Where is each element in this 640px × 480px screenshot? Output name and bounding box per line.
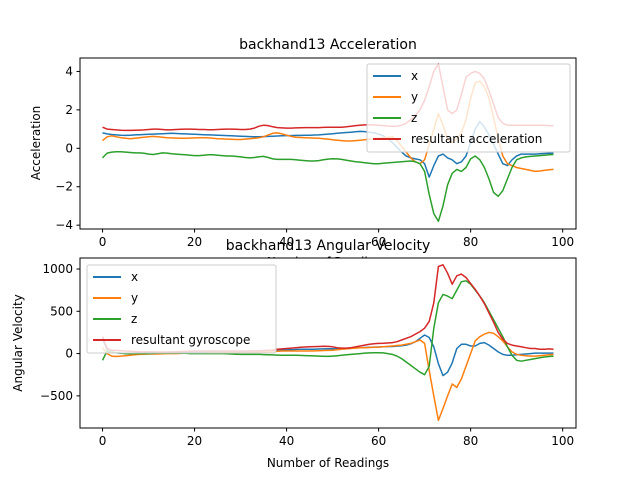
acceleration-legend-box — [366, 63, 571, 153]
angular-velocity-legend-box — [86, 264, 277, 354]
angular-velocity-title: backhand13 Angular Velocity — [226, 238, 431, 254]
acc-y-tick-label--2: −2 — [55, 180, 73, 194]
legend-label-y: y — [411, 90, 418, 104]
legend-entry-gyro-x: x — [93, 270, 138, 284]
acc-x-tick-label-80: 80 — [463, 235, 478, 249]
legend-label-resultant-gyroscope: resultant gyroscope — [131, 333, 250, 347]
gyro-x-tick-label-20: 20 — [187, 434, 202, 448]
gyro-x-tick-label-0: 0 — [99, 434, 107, 448]
acc-x-tick-label-0: 0 — [99, 235, 107, 249]
acc-x-tick-label-100: 100 — [551, 235, 574, 249]
legend-label-gyro-z: z — [131, 312, 137, 326]
acc-y-tick-label-0: 0 — [65, 141, 73, 155]
acceleration-y-label: Acceleration — [29, 106, 43, 181]
acc-x-tick-label-60: 60 — [371, 235, 386, 249]
legend-entry-resultant-gyroscope: resultant gyroscope — [93, 333, 250, 347]
legend-label-gyro-y: y — [131, 291, 138, 305]
legend-label-gyro-x: x — [131, 270, 138, 284]
gyro-x-tick-label-40: 40 — [279, 434, 294, 448]
legend-label-z: z — [411, 111, 417, 125]
gyro-y-tick-label-0: 0 — [65, 347, 73, 361]
gyro-x-tick-label-100: 100 — [551, 434, 574, 448]
angular-velocity-ticks: 0 20 40 60 80 100 −500 0 500 1000 — [40, 262, 574, 448]
gyro-y-tick-label-1000: 1000 — [42, 262, 73, 276]
acc-series-line-z — [101, 151, 554, 223]
acc-y-tick-label-4: 4 — [65, 64, 73, 78]
angular-velocity-legend: x y z resultant gyroscope — [86, 264, 277, 354]
acc-x-tick-label-20: 20 — [187, 235, 202, 249]
legend-entry-gyro-y: y — [93, 291, 138, 305]
legend-entry-x: x — [373, 69, 418, 83]
acc-y-tick-label--4: −4 — [55, 218, 73, 232]
legend-label-resultant-acceleration: resultant acceleration — [411, 132, 542, 146]
angular-velocity-y-label: Angular Velocity — [11, 294, 25, 392]
legend-entry-gyro-z: z — [93, 312, 137, 326]
acceleration-legend: x y z resultant acceleration — [366, 63, 571, 153]
gyro-y-tick-label-500: 500 — [50, 304, 73, 318]
acc-y-tick-label-2: 2 — [65, 103, 73, 117]
acceleration-title: backhand13 Acceleration — [239, 37, 417, 53]
legend-entry-resultant-acceleration: resultant acceleration — [373, 132, 542, 146]
acc-x-tick-label-40: 40 — [279, 235, 294, 249]
legend-entry-y: y — [373, 90, 418, 104]
gyro-x-tick-label-60: 60 — [371, 434, 386, 448]
legend-label-x: x — [411, 69, 418, 83]
gyro-x-tick-label-80: 80 — [463, 434, 478, 448]
angular-velocity-x-label: Number of Readings — [267, 456, 389, 470]
gyro-y-tick-label--500: −500 — [40, 389, 73, 403]
legend-entry-z: z — [373, 111, 417, 125]
acceleration-ticks: 0 20 40 60 80 100 −4 −2 0 2 4 — [55, 64, 574, 249]
